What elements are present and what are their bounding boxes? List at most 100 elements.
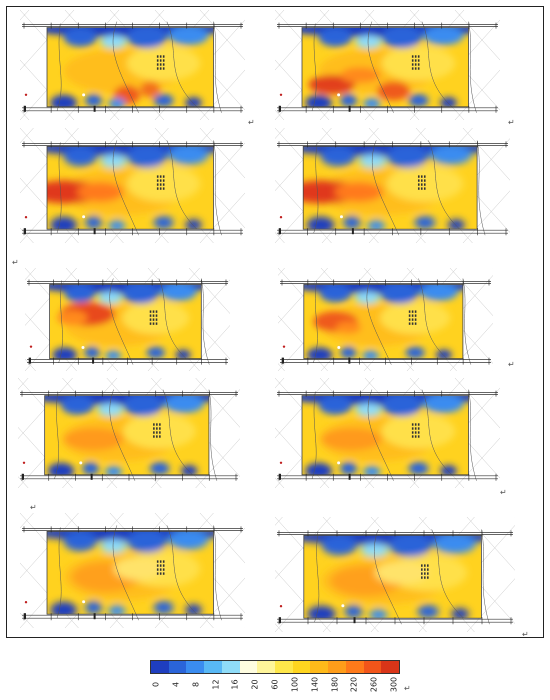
annotation-marks [417,175,426,190]
legend-swatch [221,661,240,673]
rail-ticks [278,141,507,236]
map-panel-10 [275,517,515,632]
map-panel-2 [275,10,500,120]
contour-map [275,517,515,632]
legend-swatch [292,661,311,673]
legend-swatch [328,661,346,673]
return-mark: ↵ [500,488,507,497]
road-lines [54,389,218,481]
legend-swatch [257,661,276,673]
contour-map [25,268,230,371]
legend-swatch [381,661,400,673]
legend-tick-label: 0 [151,681,161,688]
road-lines [311,21,477,113]
return-mark: ↵ [522,630,529,639]
annotation-marks [156,55,165,70]
annotation-marks [411,55,420,70]
legend-swatch [275,661,293,673]
return-mark: ↵ [508,118,515,127]
contour-map [18,378,240,488]
legend-tick-label: 140 [310,676,320,693]
road-lines [56,525,222,621]
contour-map [275,128,510,243]
contour-map [20,513,245,628]
legend-swatch [239,661,258,673]
annotation-marks [156,560,165,575]
contour-field [303,535,482,619]
road-lines [314,529,490,625]
legend-swatch [186,661,205,673]
map-panel-6 [278,268,493,371]
return-mark: ↵ [30,503,37,512]
contour-field [44,395,209,475]
legend-tick-label: 300 [389,676,399,693]
road-lines [313,278,472,365]
contour-map [275,10,500,120]
contour-map [20,10,245,120]
map-border [46,530,214,615]
legend-swatch [151,661,169,673]
legend-tick-label: 8 [191,681,201,688]
rail-ticks [23,141,242,236]
map-border [49,284,202,360]
legend-tick-label: 100 [290,676,300,693]
road-lines [58,278,210,365]
legend-tick-label: 16 [230,679,240,690]
legend-swatch [345,661,364,673]
map-border [301,395,469,476]
rail-ticks [278,390,497,481]
contour-field [47,146,214,230]
contour-field [49,284,202,359]
map-border [301,27,469,108]
annotation-marks [411,423,420,438]
contour-field [302,395,469,475]
legend-tick-label: 220 [349,676,359,693]
color-scale-legend: 0 4 8 12 16 20 60 100 140 180 220 260 300 [150,660,400,692]
map-panel-5 [25,268,230,371]
annotation-marks [149,310,158,325]
annotation-marks [156,175,165,190]
legend-swatch [363,661,382,673]
map-panel-7 [18,378,240,488]
annotation-marks [421,564,429,579]
map-panel-4 [275,128,510,243]
return-mark: ↵ [404,684,411,693]
road-lines [56,140,222,236]
road-lines [56,21,222,113]
return-mark: ↵ [248,118,255,127]
contour-map [20,128,245,243]
contour-field [303,284,463,359]
map-border [302,145,478,230]
map-border [46,27,214,108]
rail-ticks [278,22,497,113]
legend-tick-label: 4 [171,681,181,688]
map-panel-8 [275,378,500,488]
contour-field [303,146,478,230]
contour-field [47,27,214,107]
legend-swatch [204,661,222,673]
map-panel-1 [20,10,245,120]
map-border [46,145,214,230]
return-mark: ↵ [12,258,19,267]
map-border [303,284,464,360]
road-lines [313,140,486,236]
contour-map [275,378,500,488]
legend-tick-label: 180 [330,676,339,693]
legend-tick-label: 260 [369,676,379,693]
annotation-marks [408,310,417,325]
contour-field [302,27,469,107]
legend-tick-label: 20 [250,679,260,690]
rail-ticks [21,390,237,481]
color-scale-bar [150,660,400,674]
legend-tick-label: 12 [211,679,220,690]
return-mark: ↵ [508,360,515,369]
map-panel-9 [20,513,245,628]
rail-ticks [23,22,242,113]
map-panel-3 [20,128,245,243]
contour-map [278,268,493,371]
legend-swatch [310,661,329,673]
map-border [44,395,210,476]
legend-tick-label: 60 [270,679,280,690]
legend-swatch [168,661,187,673]
road-lines [311,389,477,481]
